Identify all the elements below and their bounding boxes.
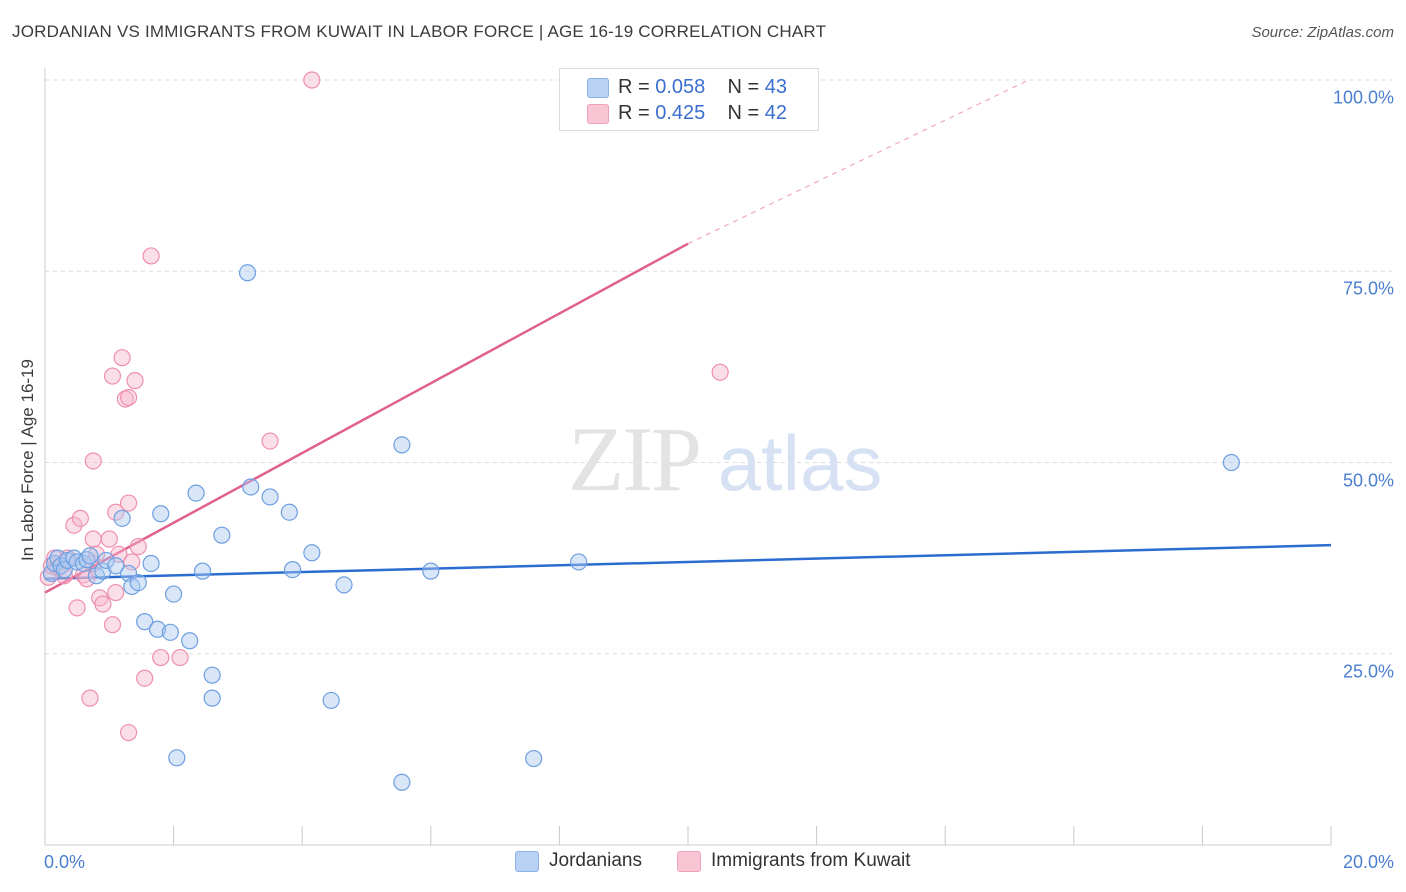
data-point-kuwait [142, 247, 160, 265]
data-point-jordanians [97, 551, 115, 570]
legend-swatch-jordanians [515, 850, 539, 872]
data-point-jordanians [422, 562, 440, 580]
legend-swatch-kuwait [587, 104, 609, 124]
data-point-jordanians [152, 505, 170, 523]
gridlines [45, 79, 1392, 655]
data-point-kuwait [119, 388, 138, 407]
x-tick-min: 0.0% [44, 852, 86, 872]
correlation-legend: R = 0.058 N = 43 R = 0.425 N = 42 [559, 68, 819, 131]
n-value: 43 [764, 75, 788, 98]
data-point-jordanians [193, 562, 212, 580]
watermark-atlas: atlas [718, 419, 883, 507]
data-point-kuwait [303, 71, 321, 89]
data-point-jordanians [1222, 453, 1240, 472]
data-point-jordanians [570, 553, 588, 571]
y-tick-label: 75.0% [1342, 278, 1394, 299]
y-tick-label: 25.0% [1342, 661, 1394, 682]
axes [44, 68, 1332, 846]
data-point-kuwait [68, 599, 86, 617]
data-point-jordanians [136, 613, 154, 631]
data-point-jordanians [55, 560, 73, 579]
data-point-jordanians [129, 574, 147, 592]
legend-item-jordanians[interactable]: Jordanians [515, 850, 642, 872]
legend-label-kuwait: Immigrants from Kuwait [711, 850, 911, 871]
data-point-kuwait [136, 669, 154, 687]
legend-swatch-jordanians [587, 78, 609, 98]
data-point-jordanians [280, 503, 298, 521]
data-point-jordanians [213, 526, 231, 544]
data-point-jordanians [303, 544, 321, 562]
data-point-jordanians [142, 554, 160, 573]
r-label: R = [618, 101, 650, 124]
n-label: N = [727, 75, 760, 98]
data-point-jordanians [181, 632, 199, 650]
data-point-kuwait [711, 363, 729, 381]
data-point-kuwait [107, 583, 125, 602]
data-point-jordanians [335, 576, 353, 594]
data-point-jordanians [261, 488, 279, 506]
trend-lines [44, 79, 1332, 594]
data-point-kuwait [129, 538, 147, 556]
data-point-kuwait [126, 372, 144, 390]
data-point-kuwait [119, 494, 138, 512]
data-point-kuwait [84, 530, 102, 548]
source-label: Source: ZipAtlas.com [1251, 24, 1394, 41]
data-point-kuwait [152, 648, 170, 667]
y-tick-label: 50.0% [1342, 470, 1394, 490]
data-point-jordanians [283, 560, 302, 579]
data-point-kuwait [107, 503, 125, 521]
y-tick-label: 100.0% [1332, 87, 1394, 108]
data-point-jordanians [203, 689, 221, 707]
data-point-kuwait [171, 648, 189, 667]
data-point-jordanians [187, 484, 205, 502]
legend-label-jordanians: Jordanians [549, 850, 642, 871]
data-point-jordanians [322, 691, 340, 710]
points-kuwait [39, 71, 729, 742]
data-point-jordanians [238, 264, 257, 282]
data-point-jordanians [94, 562, 112, 580]
trend-line-jordanians [44, 543, 1332, 581]
data-point-kuwait [84, 452, 102, 470]
data-point-jordanians [165, 585, 183, 603]
watermark-zip: ZIP [568, 408, 700, 510]
data-point-jordanians [81, 547, 99, 565]
r-value: 0.058 [655, 75, 706, 98]
x-tick-max: 20.0% [1342, 852, 1394, 872]
data-point-jordanians [161, 623, 179, 641]
n-label: N = [727, 101, 760, 124]
trend-line-kuwait-extension [687, 79, 1030, 245]
data-point-jordanians [393, 773, 411, 791]
data-point-jordanians [242, 478, 260, 496]
data-point-jordanians [393, 436, 411, 454]
legend-row-jordanians: R = 0.058 N = 43 [618, 75, 787, 99]
n-value: 42 [764, 101, 788, 124]
data-point-jordanians [113, 509, 131, 527]
data-point-kuwait [94, 595, 112, 613]
data-point-jordanians [525, 749, 543, 768]
data-point-kuwait [81, 689, 99, 707]
data-point-kuwait [103, 616, 122, 634]
trend-line-kuwait [44, 242, 689, 594]
data-point-kuwait [71, 509, 89, 527]
data-point-kuwait [65, 516, 83, 534]
legend-item-kuwait[interactable]: Immigrants from Kuwait [677, 850, 911, 872]
data-point-kuwait [261, 432, 279, 450]
data-point-jordanians [148, 620, 167, 638]
points-jordanians [42, 264, 1240, 791]
watermark: ZIP atlas [568, 408, 882, 510]
r-label: R = [618, 75, 650, 98]
legend-swatch-kuwait [677, 850, 701, 872]
data-point-jordanians [203, 666, 221, 684]
data-point-kuwait [103, 367, 122, 385]
r-value: 0.425 [655, 101, 706, 124]
chart-title: JORDANIAN VS IMMIGRANTS FROM KUWAIT IN L… [12, 22, 827, 41]
legend-row-kuwait: R = 0.425 N = 42 [618, 101, 787, 125]
data-point-jordanians [107, 557, 125, 575]
data-point-kuwait [113, 349, 131, 367]
data-point-kuwait [100, 530, 118, 548]
data-point-kuwait [87, 545, 106, 563]
data-point-jordanians [168, 749, 186, 767]
data-point-kuwait [119, 723, 138, 742]
